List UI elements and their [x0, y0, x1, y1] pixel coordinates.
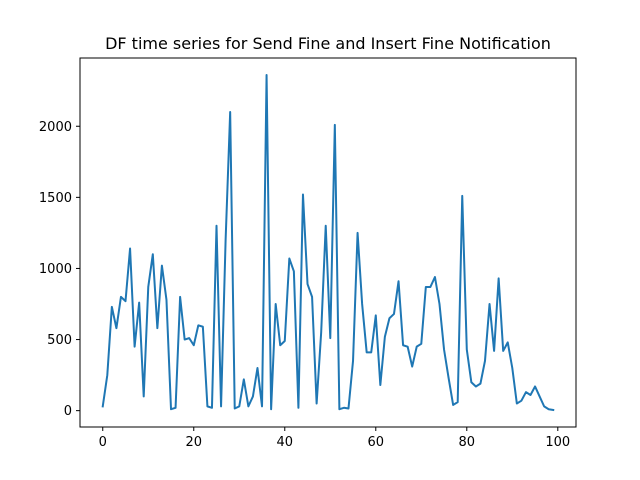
y-tick-label: 500	[47, 333, 72, 348]
x-tick-label: 20	[185, 435, 202, 450]
y-tick-label: 0	[64, 404, 72, 419]
x-tick-label: 40	[276, 435, 293, 450]
chart-title: DF time series for Send Fine and Insert …	[105, 34, 551, 53]
x-tick-label: 0	[99, 435, 107, 450]
plot-layer	[101, 74, 555, 412]
x-tick-label: 80	[459, 435, 476, 450]
y-tick-label: 1500	[39, 191, 72, 206]
y-tick-label: 2000	[39, 120, 72, 135]
y-axis: 0 500 1000 1500 2000	[39, 120, 80, 419]
y-tick-label: 1000	[39, 262, 72, 277]
x-tick-label: 60	[368, 435, 385, 450]
x-tick-label: 100	[545, 435, 570, 450]
series-line-0	[101, 74, 555, 412]
plot-frame	[79, 57, 577, 428]
x-axis: 0 20 40 60 80 100	[99, 427, 570, 450]
